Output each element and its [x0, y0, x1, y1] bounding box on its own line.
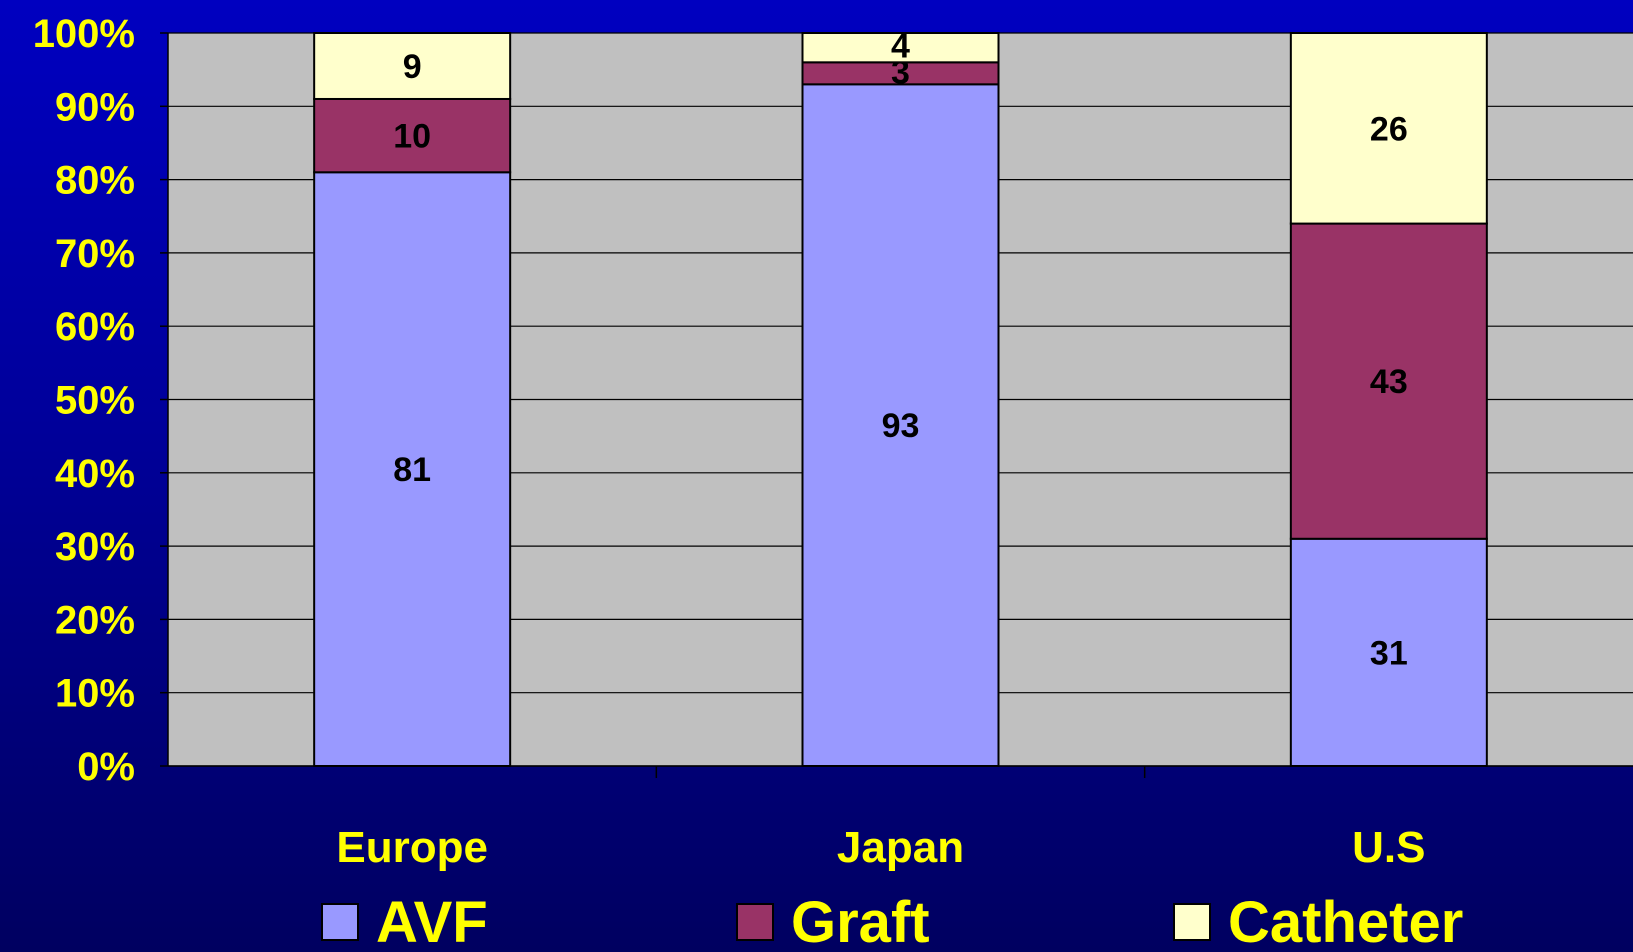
data-label: 4	[891, 28, 910, 66]
legend-swatch-graft	[736, 903, 774, 941]
legend-label: AVF	[376, 890, 488, 952]
data-label: 10	[393, 118, 431, 156]
bar-segment-avf	[1289, 537, 1488, 768]
legend-label: Catheter	[1228, 890, 1463, 952]
x-tick-label: Europe	[336, 823, 488, 872]
bar-segment-catheter	[313, 32, 512, 100]
legend-swatch-catheter	[1173, 903, 1211, 941]
bar-segment-graft	[1289, 222, 1488, 540]
data-label: 9	[403, 48, 422, 86]
data-label: 31	[1370, 634, 1408, 672]
bar-segment-catheter	[801, 32, 1000, 64]
y-tick-label: 40%	[55, 452, 135, 496]
y-tick-label: 100%	[33, 12, 135, 56]
data-label: 93	[882, 407, 920, 445]
bar-segment-avf	[801, 83, 1000, 767]
legend-label: Graft	[791, 890, 930, 952]
x-tick-label: Japan	[837, 823, 964, 872]
y-tick-label: 30%	[55, 525, 135, 569]
bar-segment-catheter	[1289, 32, 1488, 225]
x-axis: Europe Japan U.S	[167, 33, 1633, 872]
y-tick-label: 80%	[55, 159, 135, 203]
y-axis-ticks: 0% 10% 20% 30% 40% 50% 60% 70% 80% 90% 100%	[33, 12, 168, 789]
y-tick-label: 70%	[55, 232, 135, 276]
legend-swatch-avf	[321, 903, 359, 941]
y-tick-label: 50%	[55, 379, 135, 423]
data-label: 81	[393, 451, 431, 489]
x-tick-label: U.S	[1352, 823, 1425, 872]
y-tick-label: 0%	[77, 745, 135, 789]
bar-segment-graft	[313, 97, 512, 174]
legend: AVF Graft Catheter	[321, 890, 1463, 952]
y-tick-label: 10%	[55, 672, 135, 716]
data-label: 43	[1370, 363, 1408, 401]
data-label: 26	[1370, 110, 1408, 148]
y-tick-label: 90%	[55, 85, 135, 129]
y-tick-label: 20%	[55, 598, 135, 642]
y-tick-label: 60%	[55, 305, 135, 349]
